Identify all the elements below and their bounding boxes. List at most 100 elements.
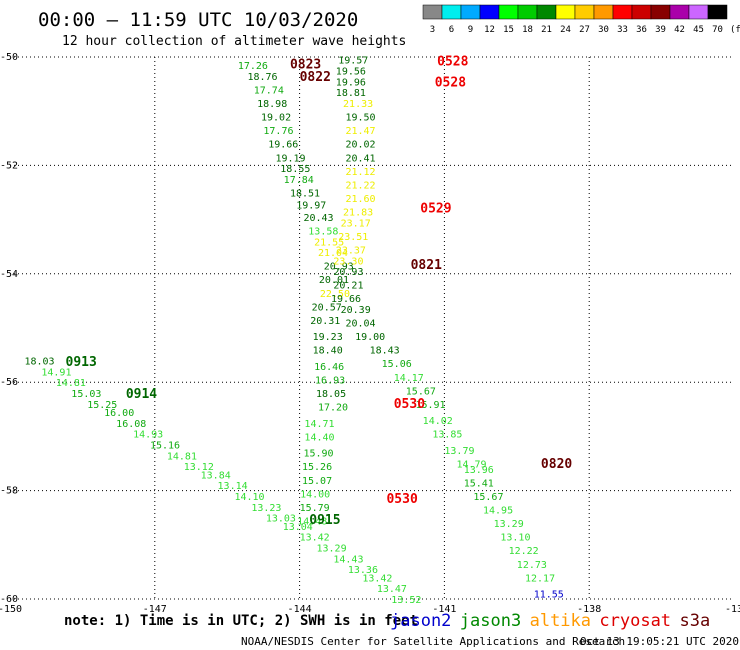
wave-height-label: 20.57 [312, 302, 342, 313]
scale-swatch [707, 4, 728, 20]
scale-swatch [536, 4, 557, 20]
wave-height-label: 19.57 [338, 56, 368, 67]
wave-height-label: 21.83 [343, 207, 373, 218]
time-label: 0529 [420, 202, 451, 217]
wave-height-label: 23.30 [333, 256, 363, 267]
y-tick-label: -58 [0, 486, 18, 497]
legend-entry: jason2 [390, 611, 451, 631]
x-tick-label: -150 [0, 604, 22, 615]
wave-height-label: 19.66 [268, 140, 298, 151]
wave-height-label: 13.42 [362, 573, 392, 584]
wave-height-label: 11.55 [534, 590, 564, 601]
wave-height-label: 23.17 [341, 218, 371, 229]
x-tick-label: -147 [143, 604, 167, 615]
wave-height-label: 19.97 [296, 200, 326, 211]
wave-height-label: 15.25 [87, 400, 117, 411]
x-tick-label: -13 [725, 604, 740, 615]
time-label: 0915 [309, 513, 340, 528]
scale-swatch [517, 4, 538, 20]
wave-height-label: 20.02 [345, 140, 375, 151]
wave-height-label: 14.48 [297, 516, 327, 527]
wave-height-label: 13.42 [300, 533, 330, 544]
wave-height-label: 15.67 [406, 386, 436, 397]
wave-height-label: 20.41 [345, 153, 375, 164]
x-tick-label: -138 [577, 604, 601, 615]
wave-height-label: 17.26 [238, 61, 268, 72]
grid [10, 56, 734, 600]
wave-height-label: 20.43 [303, 213, 333, 224]
legend-entry: altika [530, 611, 591, 631]
wave-height-label: 19.96 [336, 77, 366, 88]
time-label: 0530 [386, 492, 417, 507]
wave-height-label: 20.39 [341, 305, 371, 316]
scale-label: 30 [598, 25, 609, 35]
chart-header: 00:00 – 11:59 UTC 10/03/2020 12 hour col… [38, 9, 406, 49]
scale-label: 15 [503, 25, 514, 35]
scale-label: 24 [560, 25, 571, 35]
time-label: 0914 [126, 387, 157, 402]
wave-height-label: 16.08 [116, 419, 146, 430]
wave-height-label: 17.74 [254, 86, 284, 97]
wave-height-label: 20.21 [333, 281, 363, 292]
scale-swatch [422, 4, 443, 20]
time-label: 0821 [411, 258, 442, 273]
legend-entry: cryosat [599, 611, 671, 631]
scale-unit: (ft) [730, 25, 740, 35]
wave-height-label: 19.50 [345, 113, 375, 124]
scale-label: 70 [712, 25, 723, 35]
footer-note: note: 1) Time is in UTC; 2) SWH is in fe… [64, 613, 418, 629]
wave-height-label: 13.96 [464, 465, 494, 476]
wave-height-label: 14.00 [300, 489, 330, 500]
wave-height-label: 18.55 [280, 164, 310, 175]
wave-height-label: 13.52 [391, 595, 421, 606]
wave-height-label: 13.29 [494, 519, 524, 530]
wave-height-label: 19.00 [355, 332, 385, 343]
footer-timestamp: Oct 13 19:05:21 UTC 2020 [580, 635, 739, 648]
wave-height-label: 15.07 [302, 476, 332, 487]
wave-height-label: 14.81 [56, 378, 86, 389]
scale-swatch [669, 4, 690, 20]
scale-swatch [498, 4, 519, 20]
scale-swatch [555, 4, 576, 20]
scale-swatch [688, 4, 709, 20]
wave-height-label: 13.04 [283, 522, 313, 533]
wave-height-label: 16.00 [104, 408, 134, 419]
scale-label: 6 [449, 25, 454, 35]
wave-height-label: 23.37 [336, 245, 366, 256]
wave-height-label: 15.26 [302, 462, 332, 473]
scale-label: 9 [468, 25, 473, 35]
wave-height-label: 20.01 [319, 275, 349, 286]
wave-height-label: 18.51 [290, 189, 320, 200]
wave-height-label: 18.05 [316, 389, 346, 400]
y-tick-label: -54 [0, 269, 18, 280]
time-label: 0822 [300, 70, 331, 85]
scale-swatch [612, 4, 633, 20]
chart-footer: note: 1) Time is in UTC; 2) SWH is in fe… [64, 611, 739, 648]
wave-height-label: 13.14 [218, 481, 248, 492]
wave-height-label: 13.10 [500, 533, 530, 544]
wave-height-label: 18.81 [336, 88, 366, 99]
scale-label: 36 [636, 25, 647, 35]
scale-label: 21 [541, 25, 552, 35]
wave-height-label: 15.79 [300, 503, 330, 514]
scale-swatch [441, 4, 462, 20]
wave-height-label: 13.58 [308, 226, 338, 237]
wave-height-label: 21.22 [345, 180, 375, 191]
scale-swatch [593, 4, 614, 20]
wave-height-label: 20.93 [333, 267, 363, 278]
wave-height-label: 12.73 [517, 560, 547, 571]
wave-height-label: 21.60 [345, 194, 375, 205]
chart-subtitle: 12 hour collection of altimeter wave hei… [62, 34, 406, 49]
wave-height-label: 13.79 [444, 446, 474, 457]
x-tick-label: -141 [432, 604, 456, 615]
wave-height-label: 21.04 [318, 248, 348, 259]
wave-height-label: 13.23 [251, 503, 281, 514]
x-tick-labels: -150 -147 -144 -141 -138 -13 [0, 604, 740, 615]
time-label: 0530 [394, 397, 425, 412]
wave-height-label: 19.56 [336, 67, 366, 78]
wave-height-label: 20.04 [345, 319, 375, 330]
wave-height-label: 21.55 [314, 237, 344, 248]
